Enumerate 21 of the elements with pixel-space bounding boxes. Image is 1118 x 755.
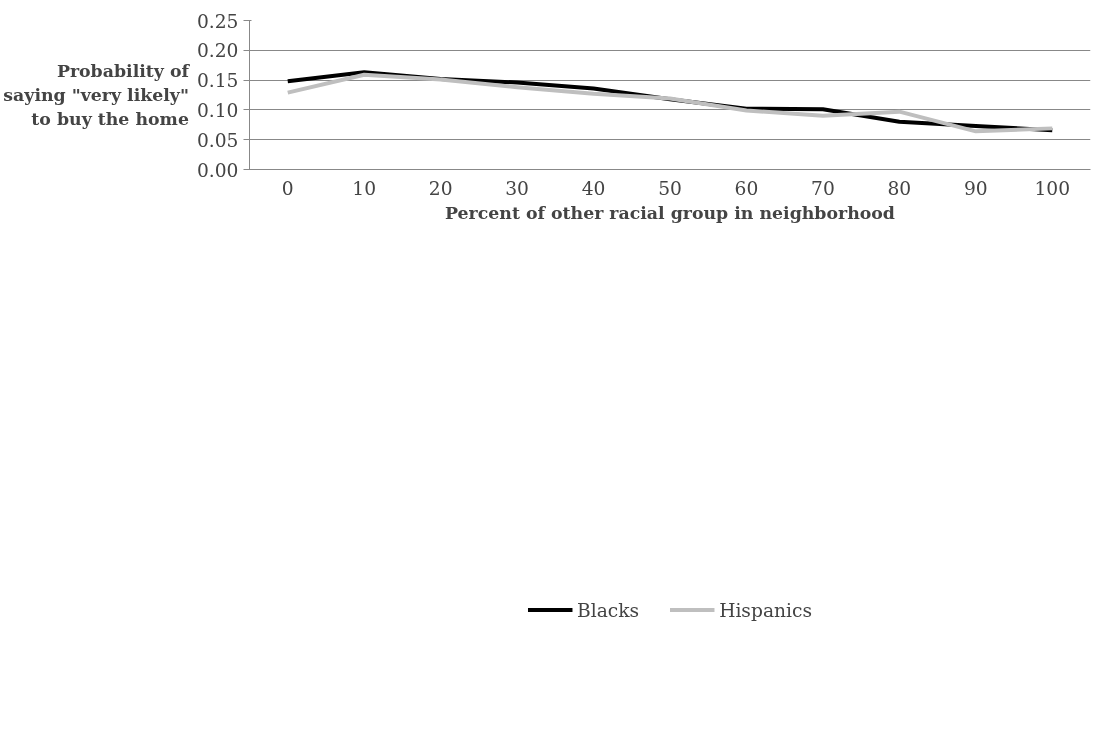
x-tick-label: 70 (811, 177, 835, 199)
y-tick-label: 0.10 (196, 99, 239, 121)
x-tick-label: 10 (352, 177, 377, 199)
y-tick-label: 0.20 (196, 40, 239, 62)
x-axis-title: Percent of other racial group in neighborhood (445, 202, 895, 223)
x-tick-label: 100 (1034, 177, 1071, 199)
x-tick-label: 30 (505, 177, 529, 199)
y-tick-label: 0.05 (196, 129, 239, 151)
x-tick-label: 90 (963, 177, 988, 199)
y-tick-label: 0.00 (196, 159, 239, 181)
x-tick-label: 50 (658, 177, 682, 199)
legend-label: Blacks (576, 599, 640, 621)
x-tick-label: 60 (734, 177, 759, 199)
y-tick-label: 0.15 (196, 70, 239, 92)
x-tick-label: 20 (428, 177, 453, 199)
x-tick-label: 40 (581, 177, 606, 199)
y-axis-title: Probability of saying "very likely" to buy the home (3, 61, 191, 129)
x-tick-label: 0 (281, 177, 294, 199)
y-tick-label: 0.25 (196, 10, 239, 32)
legend-label: Hispanics (719, 599, 813, 621)
x-tick-label: 80 (887, 177, 912, 199)
